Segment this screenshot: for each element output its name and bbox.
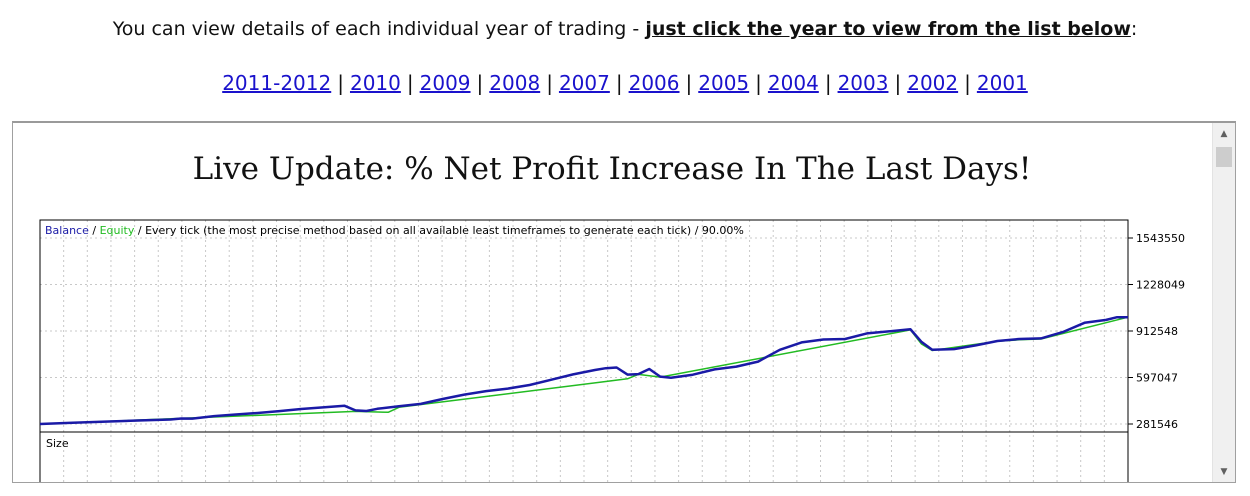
year-separator: | [615,71,623,95]
year-link-2002[interactable]: 2002 [907,71,959,95]
scroll-up-arrow-icon[interactable]: ▲ [1220,129,1228,139]
intro-lead: You can view details of each individual … [112,18,646,40]
year-link-2004[interactable]: 2004 [767,71,819,95]
year-link-2008[interactable]: 2008 [489,71,541,95]
year-link-2009[interactable]: 2009 [419,71,471,95]
year-separator: | [894,71,902,95]
legend-balance: Balance [45,224,89,237]
equity-chart: Balance / Equity / Every tick (the most … [39,219,1185,482]
year-separator: | [755,71,762,95]
series-line-balance [39,315,1128,426]
embedded-chart-frame: Live Update: % Net Profit Increase In Th… [12,121,1236,483]
scroll-down-arrow-icon[interactable]: ▼ [1220,467,1228,477]
year-separator: | [685,71,693,95]
legend-separator: / [89,224,100,237]
y-tick-label: 597047 [1136,372,1178,385]
year-separator: | [824,71,832,95]
y-axis-ticks: 1543550 1228049 912548 597047 281546 [1128,232,1185,431]
y-tick-label: 1228049 [1136,279,1185,292]
year-link-2003[interactable]: 2003 [837,71,889,95]
y-tick-label: 281546 [1136,418,1178,431]
y-tick-label: 912548 [1136,325,1178,338]
year-separator: | [546,71,553,95]
frame-title: Live Update: % Net Profit Increase In Th… [192,151,1032,187]
year-separator: | [337,71,344,95]
chart-legend: Balance / Equity / Every tick (the most … [45,224,744,237]
series-lines [39,315,1129,426]
year-link-2007[interactable]: 2007 [558,71,610,95]
scroll-thumb[interactable] [1216,147,1232,167]
legend-equity: Equity [100,224,135,237]
year-link-2006[interactable]: 2006 [628,71,680,95]
chart-grid [40,220,1128,482]
vertical-scrollbar[interactable]: ▲ ▼ [1212,123,1235,482]
size-panel-label: Size [46,437,69,450]
year-separator: | [406,71,414,95]
year-link-2001[interactable]: 2001 [976,71,1028,95]
intro-text: You can view details of each individual … [0,18,1250,40]
year-link-2005[interactable]: 2005 [698,71,750,95]
legend-description: / Every tick (the most precise method ba… [134,224,744,237]
year-link-2010[interactable]: 2010 [349,71,401,95]
year-links: 2011-2012 | 2010 | 2009 | 2008 | 2007 | 2006 | 2005 |… [0,71,1250,95]
size-panel-border [39,431,1129,482]
year-separator: | [476,71,484,95]
intro-emphasis: just click the year to view from the lis… [645,18,1131,40]
year-link-2011-2012[interactable]: 2011-2012 [222,71,332,95]
y-tick-label: 1543550 [1136,232,1185,245]
year-separator: | [964,71,971,95]
intro-suffix: : [1130,18,1138,40]
